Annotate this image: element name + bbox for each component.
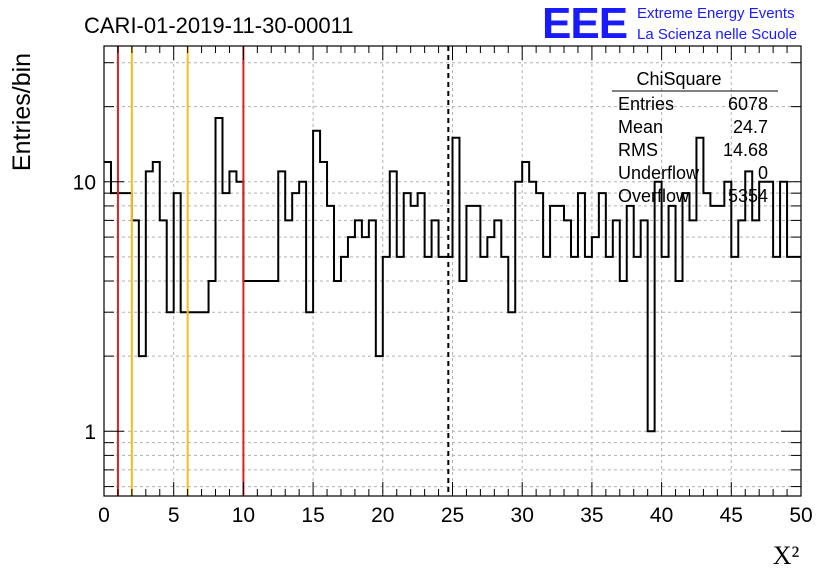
- stats-label-rms: RMS: [618, 140, 658, 160]
- logo-line1: Extreme Energy Events: [637, 5, 795, 22]
- eee-logo: EEE Extreme Energy Events La Scienza nel…: [542, 0, 797, 48]
- y-tick-labels: 1 10: [73, 172, 96, 444]
- plot-frame: [103, 45, 802, 497]
- x-tick-labels: 0 5 10 15 20 25 30 35 40 45 50: [98, 504, 813, 527]
- stats-value-overflow: 5354: [728, 186, 768, 206]
- stats-value-rms: 14.68: [723, 140, 768, 160]
- x-tick-label: 25: [441, 504, 464, 527]
- y-tick-label: 10: [73, 172, 96, 195]
- histogram-outline: [104, 117, 801, 433]
- marker-lines: [116, 46, 450, 496]
- stats-header: ChiSquare: [636, 69, 721, 89]
- logo-mark: EEE: [542, 0, 627, 48]
- stats-label-overflow: Overflow: [618, 186, 690, 206]
- x-tick-label: 40: [650, 504, 673, 527]
- chart-title: CARI-01-2019-11-30-00011: [84, 13, 353, 38]
- stats-box: ChiSquare Entries 6078 Mean 24.7 RMS 14.…: [612, 69, 778, 206]
- stats-label-entries: Entries: [618, 94, 674, 114]
- stats-value-underflow: 0: [758, 163, 768, 183]
- histogram-series: [104, 117, 801, 433]
- x-tick-label: 15: [301, 504, 324, 527]
- grid-lines: [104, 46, 801, 496]
- x-tick-label: 30: [511, 504, 534, 527]
- x-tick-label: 35: [580, 504, 603, 527]
- stats-label-underflow: Underflow: [618, 163, 700, 183]
- y-tick-label: 1: [84, 421, 96, 444]
- logo-line2: La Scienza nelle Scuole: [637, 26, 797, 43]
- stats-value-mean: 24.7: [733, 117, 768, 137]
- stats-value-entries: 6078: [728, 94, 768, 114]
- x-tick-label: 20: [371, 504, 394, 527]
- axis-ticks: [103, 46, 802, 496]
- x-tick-label: 45: [720, 504, 743, 527]
- x-axis-label: X²: [773, 541, 800, 570]
- x-tick-label: 50: [789, 504, 812, 527]
- x-tick-label: 0: [98, 504, 110, 527]
- x-tick-label: 10: [232, 504, 255, 527]
- x-tick-label: 5: [168, 504, 180, 527]
- y-axis-label: Entries/bin: [8, 53, 36, 171]
- stats-label-mean: Mean: [618, 117, 663, 137]
